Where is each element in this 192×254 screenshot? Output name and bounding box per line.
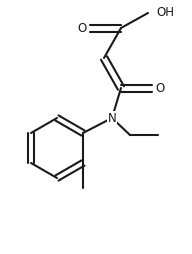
Text: N: N — [108, 112, 116, 124]
Text: O: O — [78, 22, 87, 35]
Text: OH: OH — [156, 7, 174, 20]
Text: O: O — [155, 82, 164, 94]
